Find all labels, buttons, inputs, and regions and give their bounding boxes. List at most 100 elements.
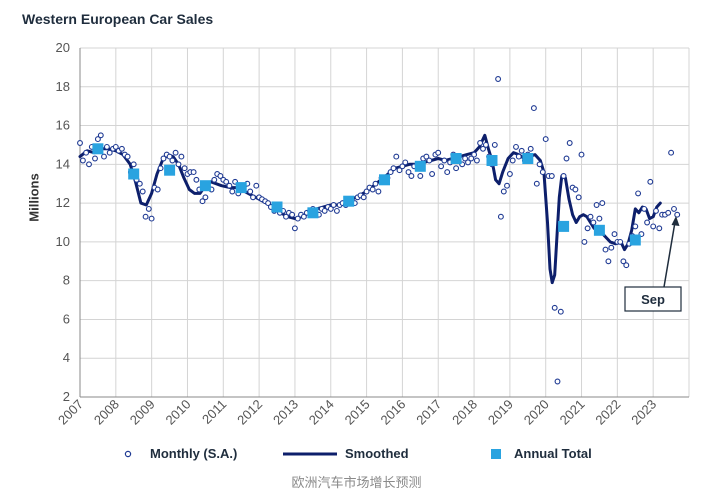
monthly-point: [572, 186, 579, 193]
monthly-point: [530, 105, 537, 112]
monthly-point: [566, 140, 573, 146]
annual-point: [199, 180, 211, 192]
monthly-point: [551, 304, 558, 311]
monthly-point: [429, 171, 436, 177]
monthly-point: [596, 215, 603, 222]
monthly-point: [468, 155, 475, 162]
monthly-point: [473, 157, 480, 164]
monthly-point: [148, 215, 155, 222]
monthly-point: [402, 159, 409, 166]
monthly-point: [175, 161, 182, 168]
monthly-point: [605, 258, 612, 265]
monthly-point: [575, 194, 582, 201]
monthly-point: [500, 188, 507, 195]
monthly-point: [199, 198, 206, 205]
monthly-point: [674, 211, 681, 218]
x-tick-label: 2023: [628, 397, 659, 428]
monthly-point: [405, 169, 412, 176]
x-tick-label: 2011: [199, 397, 229, 427]
monthly-point: [300, 213, 307, 220]
monthly-point: [518, 147, 525, 154]
annual-point: [379, 174, 390, 186]
y-tick-label: 4: [63, 350, 70, 365]
x-tick-label: 2015: [342, 397, 373, 428]
x-tick-label: 2022: [592, 397, 623, 428]
monthly-point: [513, 143, 519, 150]
legend-monthly-label: Monthly (S.A.): [150, 446, 237, 461]
y-tick-label: 8: [63, 273, 70, 288]
monthly-point: [611, 231, 618, 238]
monthly-point: [211, 176, 218, 183]
y-tick-label: 16: [56, 118, 70, 133]
monthly-point: [112, 143, 119, 150]
monthly-point: [644, 219, 651, 226]
x-tick-label: 2017: [413, 397, 444, 428]
legend: Monthly (S.A.) Smoothed Annual Total: [124, 446, 592, 461]
x-tick-label: 2014: [306, 397, 337, 428]
x-tick-label: 2007: [55, 397, 86, 428]
monthly-point: [491, 141, 498, 148]
monthly-point: [330, 202, 337, 208]
y-tick-label: 14: [56, 156, 70, 171]
monthly-point: [145, 205, 152, 212]
monthly-point: [548, 173, 555, 179]
monthly-point: [92, 155, 98, 162]
monthly-point: [417, 173, 424, 179]
monthly-point: [393, 153, 400, 160]
monthly-point: [327, 205, 334, 212]
annual-point: [164, 164, 176, 176]
monthly-point: [360, 194, 367, 201]
monthly-point: [79, 157, 86, 164]
annotation-label: Sep: [641, 292, 665, 307]
monthly-point: [539, 169, 546, 176]
monthly-point: [665, 209, 672, 216]
x-tick-label: 2008: [91, 397, 122, 428]
annual-point: [271, 201, 283, 213]
annual-point: [522, 153, 534, 164]
monthly-point: [226, 182, 233, 189]
legend-smoothed-label: Smoothed: [345, 446, 409, 461]
monthly-point: [647, 178, 654, 185]
monthly-point: [101, 153, 107, 160]
monthly-point: [181, 165, 188, 172]
monthly-point: [441, 157, 448, 164]
monthly-point: [617, 238, 624, 245]
monthly-point: [542, 136, 549, 143]
monthly-point: [223, 178, 230, 185]
y-tick-label: 12: [56, 195, 70, 210]
monthly-point: [118, 145, 125, 152]
x-tick-label: 2020: [521, 397, 552, 428]
x-tick-label: 2016: [377, 397, 408, 428]
monthly-point: [641, 205, 648, 212]
monthly-point: [321, 207, 328, 214]
monthly-point: [497, 213, 504, 220]
y-tick-label: 18: [56, 79, 70, 94]
monthly-point: [253, 182, 260, 189]
y-tick-label: 20: [56, 40, 70, 55]
monthly-point: [103, 143, 110, 150]
monthly-point: [190, 169, 197, 176]
monthly-point: [599, 200, 606, 207]
monthly-point: [193, 176, 200, 183]
monthly-point: [653, 207, 659, 214]
monthly-point: [435, 149, 442, 156]
monthly-point: [560, 173, 567, 179]
monthly-point: [291, 225, 298, 232]
monthly-point: [94, 136, 101, 143]
monthly-point: [426, 157, 433, 164]
monthly-point: [482, 141, 489, 148]
monthly-point: [390, 165, 397, 172]
annual-point: [558, 220, 570, 232]
monthly-point: [557, 308, 564, 315]
monthly-point: [581, 238, 588, 245]
monthly-point: [578, 151, 585, 158]
monthly-point: [408, 173, 415, 179]
monthly-point: [202, 194, 209, 201]
monthly-point: [157, 165, 164, 172]
annual-point: [128, 168, 140, 180]
monthly-point: [83, 149, 90, 156]
monthly-point: [602, 246, 609, 253]
monthly-point: [86, 161, 92, 168]
monthly-point: [527, 145, 534, 152]
annual-point: [92, 143, 104, 155]
